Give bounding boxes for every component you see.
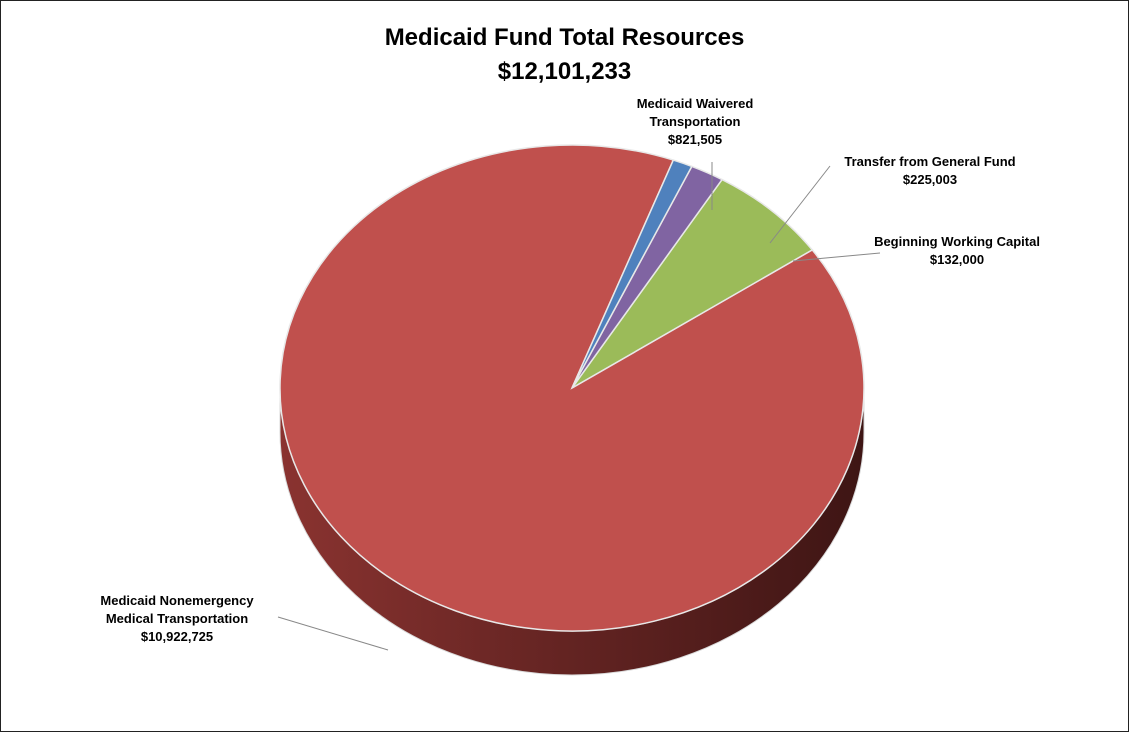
- slice-value-3: $132,000: [930, 252, 984, 267]
- pie-slice-1: [571, 178, 814, 389]
- slice-label-0: Medicaid Nonemergency: [100, 593, 254, 608]
- slice-value-1: $821,505: [668, 132, 722, 147]
- slice-value-0: $10,922,725: [141, 629, 213, 644]
- slice-label-3: Beginning Working Capital: [874, 234, 1040, 249]
- pie-slice-3: [571, 159, 693, 389]
- leader-line-0: [277, 616, 389, 651]
- slice-value-2: $225,003: [903, 172, 957, 187]
- slice-label-0: Medical Transportation: [106, 611, 248, 626]
- slice-label-1: Transportation: [649, 114, 740, 129]
- slice-label-1: Medicaid Waivered: [637, 96, 754, 111]
- chart-title: Medicaid Fund Total Resources: [384, 24, 745, 51]
- leader-line-3: [792, 252, 881, 262]
- slice-label-2: Transfer from General Fund: [844, 154, 1015, 169]
- leader-line-2: [769, 165, 831, 244]
- chart-subtitle: $12,101,233: [497, 58, 632, 85]
